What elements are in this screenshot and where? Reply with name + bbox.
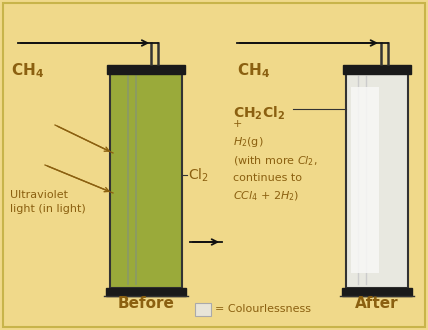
Text: $\mathregular{Cl_2}$: $\mathregular{Cl_2}$ bbox=[188, 166, 209, 184]
Bar bbox=[351, 87, 379, 273]
Bar bbox=[343, 65, 411, 74]
Bar bbox=[342, 288, 412, 296]
Bar bbox=[107, 65, 185, 74]
Bar bbox=[195, 303, 211, 316]
Text: $\mathregular{CH_4}$: $\mathregular{CH_4}$ bbox=[237, 61, 270, 80]
Bar bbox=[346, 72, 408, 288]
Text: Before: Before bbox=[118, 296, 175, 311]
Bar bbox=[106, 288, 186, 296]
Text: Ultraviolet
light (in light): Ultraviolet light (in light) bbox=[10, 190, 86, 214]
Text: +
$H_2$(g)
(with more $Cl_2$,
continues to
$CCl_4$ + 2$H_2$): + $H_2$(g) (with more $Cl_2$, continues … bbox=[233, 119, 318, 203]
Text: $\mathregular{CH_4}$: $\mathregular{CH_4}$ bbox=[11, 61, 44, 80]
Text: $\mathregular{CH_2Cl_2}$: $\mathregular{CH_2Cl_2}$ bbox=[233, 105, 285, 122]
Bar bbox=[110, 72, 182, 288]
Text: = Colourlessness: = Colourlessness bbox=[215, 305, 311, 314]
Text: After: After bbox=[355, 296, 399, 311]
